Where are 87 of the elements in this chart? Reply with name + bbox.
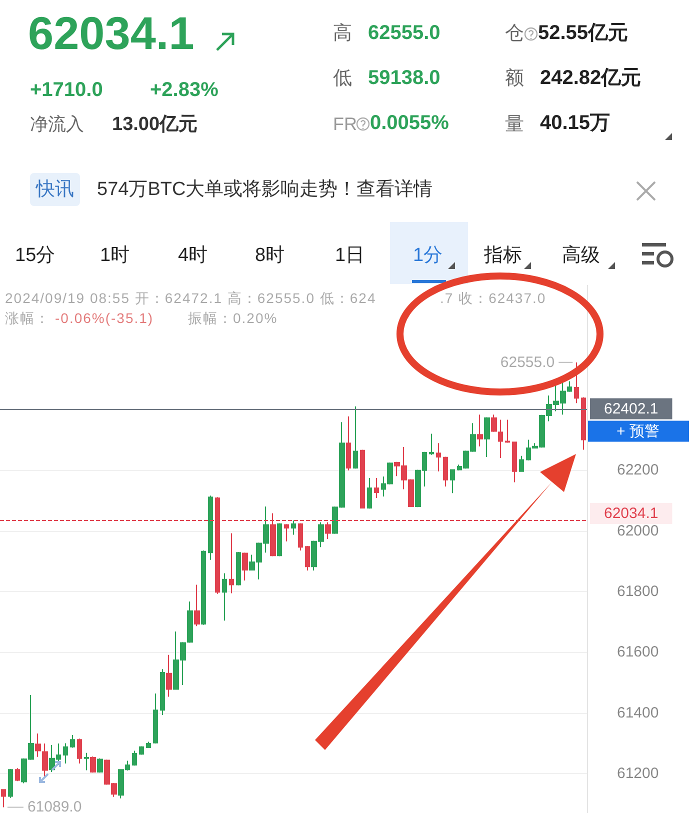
- text: 242.82亿元: [540, 67, 642, 89]
- candlestick: [436, 442, 441, 472]
- candlestick: [229, 532, 234, 594]
- candlestick: [450, 468, 455, 494]
- candlestick: [63, 742, 68, 764]
- y-tick-label: 61800: [617, 582, 659, 600]
- text: 仓: [505, 23, 524, 44]
- text: 指标: [484, 245, 522, 266]
- candlestick: [512, 441, 517, 483]
- text: 13.00亿元: [112, 114, 198, 135]
- text: 1日: [335, 245, 365, 266]
- candlestick: [90, 756, 96, 774]
- candlestick: [484, 416, 490, 458]
- text: 低: [333, 68, 352, 89]
- text: 快讯: [30, 173, 80, 206]
- candlestick: [77, 738, 82, 764]
- y-tick-label: 61600: [617, 644, 659, 661]
- y-tick-label: 61400: [617, 704, 659, 722]
- text: 高级: [562, 245, 600, 266]
- annotation: -0.06%(-35.1): [55, 310, 154, 326]
- candlestick: [305, 545, 310, 572]
- candlestick: [284, 524, 289, 542]
- text: 8时: [255, 245, 285, 266]
- candlestick: [353, 406, 358, 470]
- text: 574万BTC大单或将影响走势！查看详情: [97, 179, 433, 200]
- text: 1分: [413, 245, 443, 266]
- y-tick-label: 62200: [617, 462, 659, 479]
- text: +2.83%: [150, 79, 218, 101]
- candlestick: [429, 433, 434, 456]
- candlestick: [236, 552, 241, 586]
- ref-line-label: 62402.1: [604, 400, 658, 418]
- text: 52.55亿元: [538, 22, 628, 44]
- candlestick: [443, 456, 448, 487]
- text: 4时: [178, 245, 208, 266]
- text: 额: [505, 68, 524, 89]
- text: 高: [333, 23, 352, 44]
- candlestick: [277, 522, 282, 557]
- candlestick: [581, 396, 586, 450]
- candlestick: [360, 449, 365, 509]
- candlestick: [146, 741, 151, 749]
- candlestick: [132, 750, 137, 766]
- ref-line-label: 62034.1: [604, 504, 658, 522]
- candlestick: [153, 692, 158, 744]
- candlestick: [187, 600, 193, 644]
- text: 15分: [15, 245, 56, 266]
- annotation: 振幅：0.20%: [188, 310, 278, 326]
- chart-title: 62034.1: [28, 7, 194, 59]
- text: +1710.0: [30, 79, 103, 101]
- text: 59138.0: [368, 67, 440, 89]
- candlestick: [97, 758, 103, 774]
- text: 量: [505, 114, 524, 135]
- candlestick: [208, 495, 213, 560]
- candlestick: [1, 789, 6, 808]
- candlestick: [8, 768, 13, 798]
- annotation: 62555.0: [500, 354, 555, 371]
- candlestick: [346, 416, 351, 471]
- candlestick: [160, 668, 165, 716]
- text: 40.15万: [540, 112, 610, 134]
- text: 净流入: [30, 114, 84, 134]
- text: FR: [333, 114, 357, 134]
- y-tick-label: 61200: [617, 765, 659, 782]
- candlestick: [70, 734, 75, 748]
- candlestick: [574, 362, 579, 404]
- candlestick: [139, 746, 144, 756]
- candlestick: [194, 584, 200, 627]
- candlestick: [166, 654, 172, 698]
- candlestick: [519, 455, 524, 472]
- annotation: 61089.0: [27, 798, 82, 813]
- text: 62555.0: [368, 22, 440, 44]
- candlestick: [201, 550, 206, 626]
- text: 0.0055%: [370, 112, 449, 134]
- annotation: 涨幅：: [5, 310, 50, 326]
- candlestick: [222, 572, 227, 622]
- candlestick: [477, 414, 483, 447]
- text: 1时: [100, 245, 130, 266]
- candlestick: [242, 552, 248, 582]
- candlestick: [367, 477, 372, 510]
- annotation: .7 收：62437.0: [440, 290, 546, 306]
- candlestick: [84, 752, 89, 771]
- text: + 预警: [616, 422, 660, 440]
- y-tick-label: 62000: [617, 522, 659, 540]
- candlestick: [15, 768, 20, 782]
- candlestick: [291, 520, 296, 536]
- candlestick: [505, 419, 510, 444]
- candlestick: [298, 522, 303, 552]
- candlestick: [374, 477, 379, 499]
- annotation: 2024/09/19 08:55 开：62472.1 高：62555.0 低：624: [5, 290, 376, 306]
